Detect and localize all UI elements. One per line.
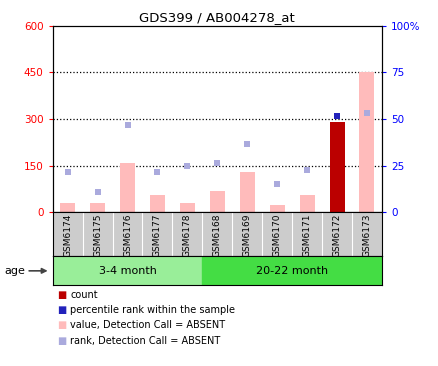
Text: GSM6169: GSM6169: [242, 214, 251, 257]
Text: ■: ■: [57, 290, 66, 300]
Text: GSM6176: GSM6176: [123, 214, 132, 257]
Bar: [53, 256, 202, 285]
Bar: [269, 205, 284, 212]
Bar: [90, 203, 105, 212]
Text: value, Detection Call = ABSENT: value, Detection Call = ABSENT: [70, 320, 225, 330]
Text: count: count: [70, 290, 98, 300]
Bar: [239, 172, 254, 212]
Bar: [329, 122, 344, 212]
Text: GSM6171: GSM6171: [302, 214, 311, 257]
Bar: [150, 195, 165, 212]
Text: ■: ■: [57, 336, 66, 346]
Bar: [60, 203, 75, 212]
Text: percentile rank within the sample: percentile rank within the sample: [70, 305, 235, 315]
Title: GDS399 / AB004278_at: GDS399 / AB004278_at: [139, 11, 294, 25]
Text: GSM6175: GSM6175: [93, 214, 102, 257]
Bar: [359, 72, 374, 212]
Bar: [180, 203, 194, 212]
Bar: [202, 256, 381, 285]
Text: GSM6177: GSM6177: [152, 214, 162, 257]
Bar: [120, 163, 135, 212]
Bar: [209, 190, 224, 212]
Text: GSM6173: GSM6173: [362, 214, 371, 257]
Text: 20-22 month: 20-22 month: [255, 266, 328, 276]
Bar: [329, 122, 344, 212]
Text: ■: ■: [57, 305, 66, 315]
Text: GSM6168: GSM6168: [212, 214, 221, 257]
Text: GSM6178: GSM6178: [183, 214, 191, 257]
Text: age: age: [4, 266, 25, 276]
Text: ■: ■: [57, 320, 66, 330]
Text: GSM6170: GSM6170: [272, 214, 281, 257]
Text: 3-4 month: 3-4 month: [99, 266, 156, 276]
Text: GSM6174: GSM6174: [63, 214, 72, 257]
Bar: [299, 195, 314, 212]
Text: rank, Detection Call = ABSENT: rank, Detection Call = ABSENT: [70, 336, 220, 346]
Text: GSM6172: GSM6172: [332, 214, 341, 257]
